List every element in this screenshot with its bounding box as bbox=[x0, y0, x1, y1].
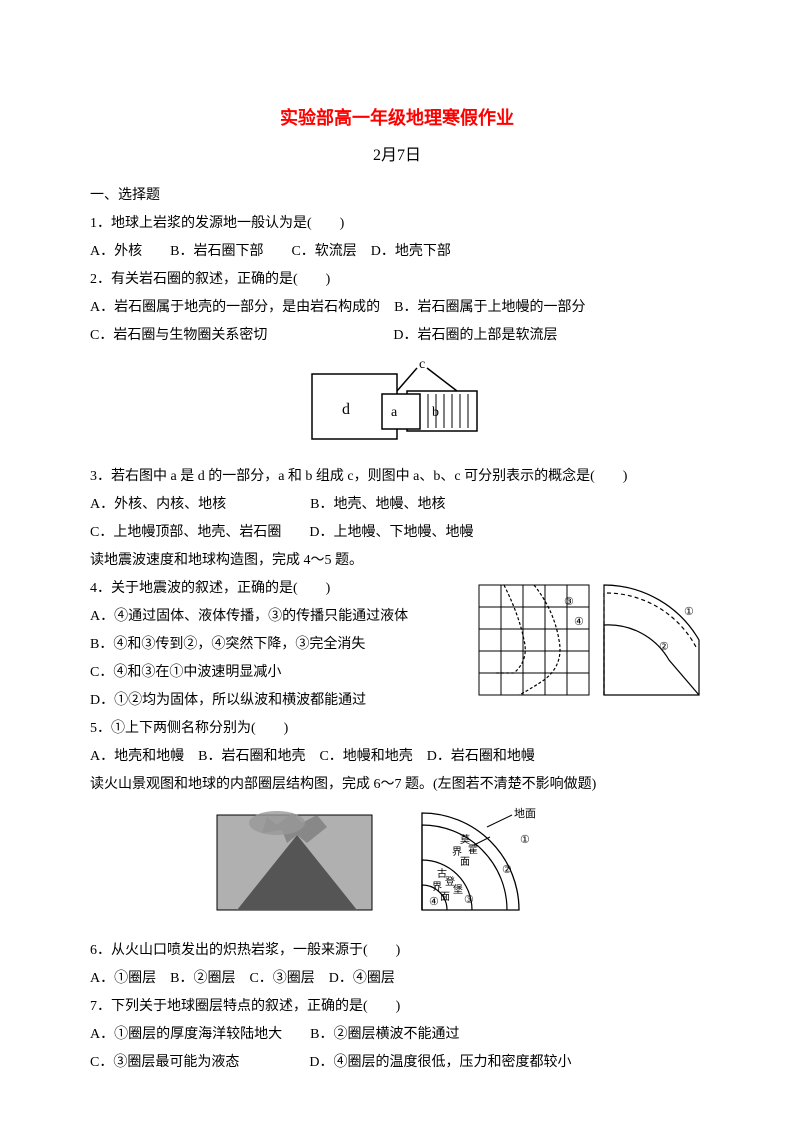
question-5-options: A．地壳和地幔 B．岩石圈和地壳 C．地幔和地壳 D．岩石圈和地幔 bbox=[90, 743, 704, 771]
svg-text:c: c bbox=[419, 357, 425, 372]
svg-text:①: ① bbox=[520, 834, 530, 846]
question-5: 5．①上下两侧名称分别为( ) bbox=[90, 715, 704, 743]
figure-3-volcano-layers: 地面 ① 莫霍界面 ② 古登堡 界面 ③ ④ bbox=[207, 805, 587, 920]
svg-text:霍: 霍 bbox=[468, 844, 478, 856]
svg-text:③: ③ bbox=[564, 596, 574, 608]
question-3: 3．若右图中 a 是 d 的一部分，a 和 b 组成 c，则图中 a、b、c 可… bbox=[90, 463, 704, 491]
question-4: 4．关于地震波的叙述，正确的是( ) bbox=[90, 575, 464, 603]
question-3-options-cd: C．上地幔顶部、地壳、岩石圈 D．上地幔、下地幔、地幔 bbox=[90, 519, 704, 547]
intro-6-7: 读火山景观图和地球的内部圈层结构图，完成 6～7 题。(左图若不清楚不影响做题) bbox=[90, 771, 704, 799]
question-7-options-cd: C．③圈层最可能为液态 D．④圈层的温度很低，压力和密度都较小 bbox=[90, 1049, 704, 1077]
svg-text:③: ③ bbox=[464, 894, 474, 906]
svg-text:面: 面 bbox=[460, 857, 470, 868]
question-4-option-d: D．①②均为固体，所以纵波和横波都能通过 bbox=[90, 687, 464, 715]
question-1: 1．地球上岩浆的发源地一般认为是( ) bbox=[90, 210, 704, 238]
question-6-options: A．①圈层 B．②圈层 C．③圈层 D．④圈层 bbox=[90, 965, 704, 993]
question-2-options-ab: A．岩石圈属于地壳的一部分，是由岩石构成的 B．岩石圈属于上地幔的一部分 bbox=[90, 294, 704, 322]
question-7: 7．下列关于地球圈层特点的叙述，正确的是( ) bbox=[90, 993, 704, 1021]
svg-text:④: ④ bbox=[429, 896, 439, 908]
question-4-option-b: B．④和③传到②，④突然下降，③完全消失 bbox=[90, 631, 464, 659]
question-2-options-cd: C．岩石圈与生物圈关系密切 D．岩石圈的上部是软流层 bbox=[90, 322, 704, 350]
question-7-options-ab: A．①圈层的厚度海洋较陆地大 B．②圈层横波不能通过 bbox=[90, 1021, 704, 1049]
question-2: 2．有关岩石圈的叙述，正确的是( ) bbox=[90, 266, 704, 294]
question-4-option-c: C．④和③在①中波速明显减小 bbox=[90, 659, 464, 687]
svg-text:②: ② bbox=[659, 641, 669, 653]
page-title: 实验部高一年级地理寒假作业 bbox=[90, 100, 704, 136]
intro-4-5: 读地震波速度和地球构造图，完成 4～5 题。 bbox=[90, 547, 704, 575]
question-1-options: A．外核 B．岩石圈下部 C．软流层 D．地壳下部 bbox=[90, 238, 704, 266]
svg-text:④: ④ bbox=[574, 616, 584, 628]
svg-text:地面: 地面 bbox=[514, 807, 536, 820]
svg-text:b: b bbox=[432, 405, 439, 420]
question-6: 6．从火山口喷发出的炽热岩浆，一般来源于( ) bbox=[90, 937, 704, 965]
svg-text:堡: 堡 bbox=[453, 883, 463, 896]
question-3-options-ab: A．外核、内核、地核 B．地壳、地幔、地核 bbox=[90, 491, 704, 519]
svg-text:面: 面 bbox=[440, 892, 450, 903]
figure-2-seismic: ③ ④ ① ② bbox=[474, 575, 704, 705]
svg-text:①: ① bbox=[684, 606, 694, 618]
svg-text:a: a bbox=[391, 405, 398, 420]
section-heading: 一、选择题 bbox=[90, 182, 704, 210]
svg-text:d: d bbox=[342, 401, 350, 418]
page-subtitle: 2月7日 bbox=[90, 140, 704, 172]
question-4-option-a: A．④通过固体、液体传播，③的传播只能通过液体 bbox=[90, 603, 464, 631]
figure-1-venn: d a b c bbox=[292, 356, 502, 446]
svg-text:②: ② bbox=[502, 864, 512, 876]
